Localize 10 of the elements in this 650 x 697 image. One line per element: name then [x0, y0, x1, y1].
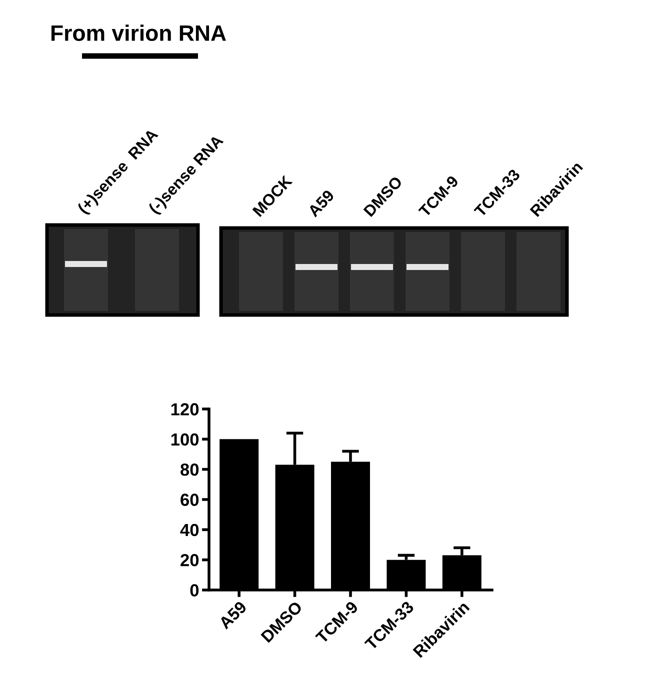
x-tick-label: A59 [218, 600, 248, 630]
y-tick-label: 20 [180, 554, 199, 566]
y-tick-label: 100 [171, 433, 199, 446]
y-tick-label: 40 [180, 524, 199, 536]
y-tick-label: 0 [190, 584, 199, 596]
text: From virion RNA [51, 24, 226, 41]
y-tick-label: 80 [180, 464, 199, 476]
text: A59 [307, 189, 335, 218]
y-tick-label: 120 [171, 403, 199, 416]
y-tick-label: 60 [180, 494, 199, 506]
